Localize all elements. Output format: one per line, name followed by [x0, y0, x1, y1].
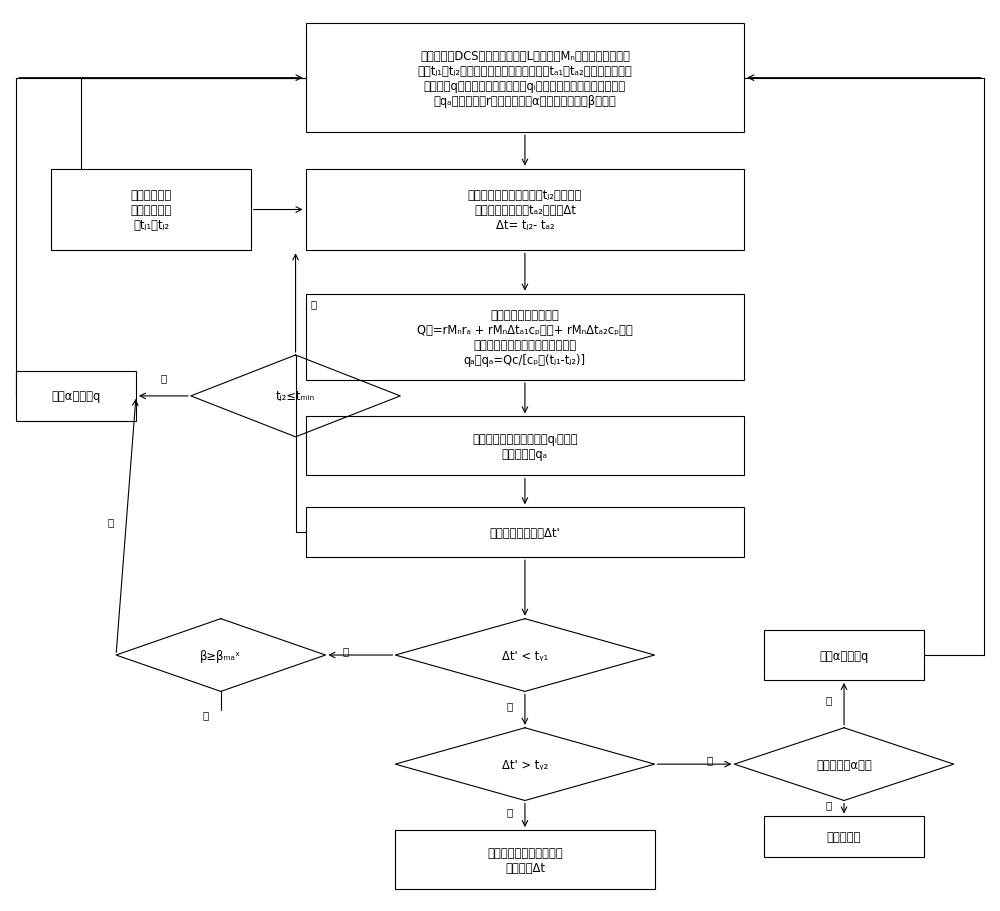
- Text: 是: 是: [706, 754, 713, 764]
- Polygon shape: [395, 728, 655, 801]
- Polygon shape: [734, 728, 954, 801]
- Text: 否: 否: [507, 806, 513, 816]
- Text: 计算调整后的温差Δt': 计算调整后的温差Δt': [490, 527, 560, 539]
- Text: 是: 是: [108, 517, 114, 527]
- Text: 是: 是: [342, 646, 349, 656]
- Text: 运行达到最佳状态，实时
监测温差Δt: 运行达到最佳状态，实时 监测温差Δt: [487, 845, 563, 874]
- FancyBboxPatch shape: [306, 507, 744, 558]
- Text: 更新间冷塔进
出口循环水水
温tⱼ₁、tⱼ₂: 更新间冷塔进 出口循环水水 温tⱼ₁、tⱼ₂: [130, 189, 172, 231]
- Text: 否: 否: [507, 701, 513, 711]
- Text: 换算氨燃料产生的冷能
QⲜ=rMₙrₐ + rMₙΔtₐ₁cₚ液氨+ rMₙΔtₐ₂cₚ氨气
计算吸收所有氨冷能的循环水流量
qₐ，qₐ=Qc/[cₚ水(tⱼ₁: 换算氨燃料产生的冷能 QⲜ=rMₙrₐ + rMₙΔtₐ₁cₚ液氨+ rMₙΔt…: [417, 309, 633, 366]
- Text: 实时监测间冷塔出水温度tⱼ₂与液氨气
化换热器出水温度tₐ₂的温差Δt
Δt= tⱼ₂- tₐ₂: 实时监测间冷塔出水温度tⱼ₂与液氨气 化换热器出水温度tₐ₂的温差Δt Δt= …: [468, 189, 582, 231]
- Text: β≥βₘₐˣ: β≥βₘₐˣ: [200, 649, 241, 661]
- FancyBboxPatch shape: [764, 816, 924, 857]
- Text: 否: 否: [203, 710, 209, 720]
- Text: Δt' < tᵧ₁: Δt' < tᵧ₁: [502, 649, 548, 661]
- Polygon shape: [116, 619, 325, 691]
- FancyBboxPatch shape: [306, 24, 744, 133]
- Text: 通过电厂的DCS系统，采集负荷L、燃料量Mₙ、空冷塔进出口水
温度tⱼ₁、tⱼ₂、液氨气化换热器进出水温度tₐ₁、tₐ₂、空冷系统循环
水总流量q、间冷塔的循环: 通过电厂的DCS系统，采集负荷L、燃料量Mₙ、空冷塔进出口水 温度tⱼ₁、tⱼ₂…: [418, 49, 632, 107]
- Text: 是: 是: [826, 799, 832, 809]
- Text: 否: 否: [826, 694, 832, 704]
- FancyBboxPatch shape: [395, 830, 655, 889]
- FancyBboxPatch shape: [51, 169, 251, 251]
- Polygon shape: [191, 355, 400, 437]
- Text: Δt' > tᵧ₂: Δt' > tᵧ₂: [502, 758, 548, 771]
- Text: 超负荷报警: 超负荷报警: [827, 831, 861, 844]
- Text: 控制系统调节增压泵流量qᵢ和氨冷
水泵的流量qₐ: 控制系统调节增压泵流量qᵢ和氨冷 水泵的流量qₐ: [472, 433, 578, 460]
- FancyBboxPatch shape: [306, 169, 744, 251]
- Text: 增大α、减小q: 增大α、减小q: [819, 649, 869, 661]
- Text: tⱼ₂≤tₘᵢₙ: tⱼ₂≤tₘᵢₙ: [276, 390, 315, 403]
- FancyBboxPatch shape: [764, 630, 924, 681]
- Text: 减小α、增大q: 减小α、增大q: [52, 390, 101, 403]
- Text: 百叶窗开度α最大: 百叶窗开度α最大: [816, 758, 872, 771]
- FancyBboxPatch shape: [306, 294, 744, 381]
- FancyBboxPatch shape: [16, 372, 136, 422]
- FancyBboxPatch shape: [306, 417, 744, 476]
- Polygon shape: [395, 619, 655, 691]
- Text: 否: 否: [160, 373, 167, 383]
- Text: 是: 是: [311, 299, 317, 308]
